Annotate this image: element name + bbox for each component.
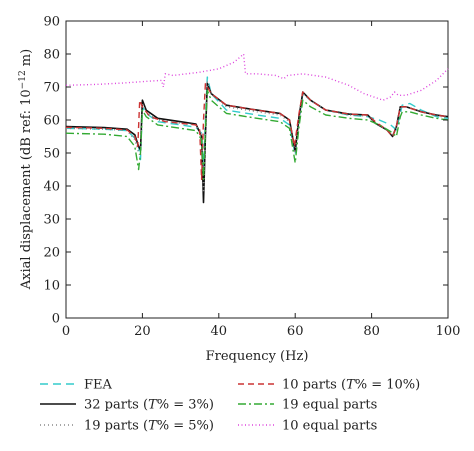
x-tick-label: 100 bbox=[436, 324, 461, 339]
series-line-19-parts bbox=[65, 81, 449, 194]
legend-label-32-parts: 32 parts (T% = 3%) bbox=[84, 398, 214, 413]
series-line-10-equal-parts bbox=[65, 53, 449, 101]
y-tick-label: 10 bbox=[43, 279, 60, 294]
x-tick-label: 0 bbox=[62, 324, 70, 339]
y-axis-label: Axial displacement (dB ref: 10−12 m) bbox=[18, 49, 34, 290]
y-tick-label: 60 bbox=[43, 114, 60, 129]
y-axis-label-tail: m) bbox=[19, 49, 34, 71]
series-line-10-parts bbox=[65, 83, 449, 181]
legend-label-10-parts: 10 parts (T% = 10%) bbox=[282, 378, 420, 393]
y-tick-label: 0 bbox=[52, 312, 60, 327]
legend-label-19-equal-parts: 19 equal parts bbox=[282, 398, 377, 413]
y-axis-label-main: Axial displacement (dB ref: 10 bbox=[19, 89, 34, 290]
y-tick-label: 90 bbox=[43, 15, 60, 30]
series-line-fea bbox=[65, 76, 449, 171]
y-tick-label: 80 bbox=[43, 48, 60, 63]
y-tick-label: 40 bbox=[43, 180, 60, 195]
series-line-19-equal-parts bbox=[65, 89, 449, 181]
legend-label-10-equal-parts: 10 equal parts bbox=[282, 419, 377, 434]
x-tick-label: 40 bbox=[211, 324, 228, 339]
series-layer bbox=[65, 53, 449, 204]
plot-frame bbox=[65, 20, 449, 319]
x-tick-label: 60 bbox=[287, 324, 304, 339]
legend-label-fea: FEA bbox=[84, 378, 113, 393]
y-tick-label: 50 bbox=[43, 147, 60, 162]
y-tick-label: 20 bbox=[43, 246, 60, 261]
y-axis-label-exponent: −12 bbox=[18, 70, 28, 89]
y-tick-label: 70 bbox=[43, 81, 60, 96]
y-tick-label: 30 bbox=[43, 213, 60, 228]
tick-layer: 0 20 40 60 80 100 0 10 20 30 40 50 60 70 80 90 bbox=[43, 15, 460, 340]
legend-label-19-parts: 19 parts (T% = 5%) bbox=[84, 419, 214, 434]
series-line-32-parts bbox=[65, 82, 449, 204]
x-tick-label: 20 bbox=[134, 324, 151, 339]
legend: FEA 10 parts (T% = 10%) 32 parts (T% = 3%)… bbox=[40, 378, 420, 434]
x-axis-label: Frequency (Hz) bbox=[206, 349, 309, 364]
x-tick-label: 80 bbox=[363, 324, 380, 339]
